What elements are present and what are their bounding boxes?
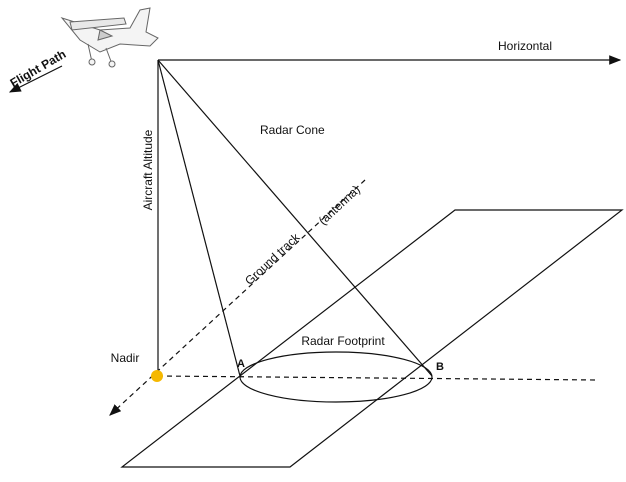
airplane xyxy=(60,7,159,68)
point-b-label: B xyxy=(436,361,444,373)
cone-edge xyxy=(157,59,433,377)
ground-track-label: Ground track xyxy=(242,230,303,288)
antenna-label: (antenna) xyxy=(316,182,363,227)
cross-track-line xyxy=(157,375,599,381)
flight-path-label: Flight Path xyxy=(8,47,69,90)
radar-cone-label: Radar Cone xyxy=(260,123,325,137)
nadir-label: Nadir xyxy=(111,351,140,365)
horizontal-label: Horizontal xyxy=(498,39,552,53)
footprint-label: Radar Footprint xyxy=(301,334,385,348)
point-a-label: A xyxy=(237,358,245,370)
altitude-label: Aircraft Altitude xyxy=(141,129,155,210)
cone-edge xyxy=(157,59,241,377)
nadir-dot xyxy=(151,370,163,382)
flight-path-arrow xyxy=(8,65,63,93)
ground-plane xyxy=(120,209,624,468)
